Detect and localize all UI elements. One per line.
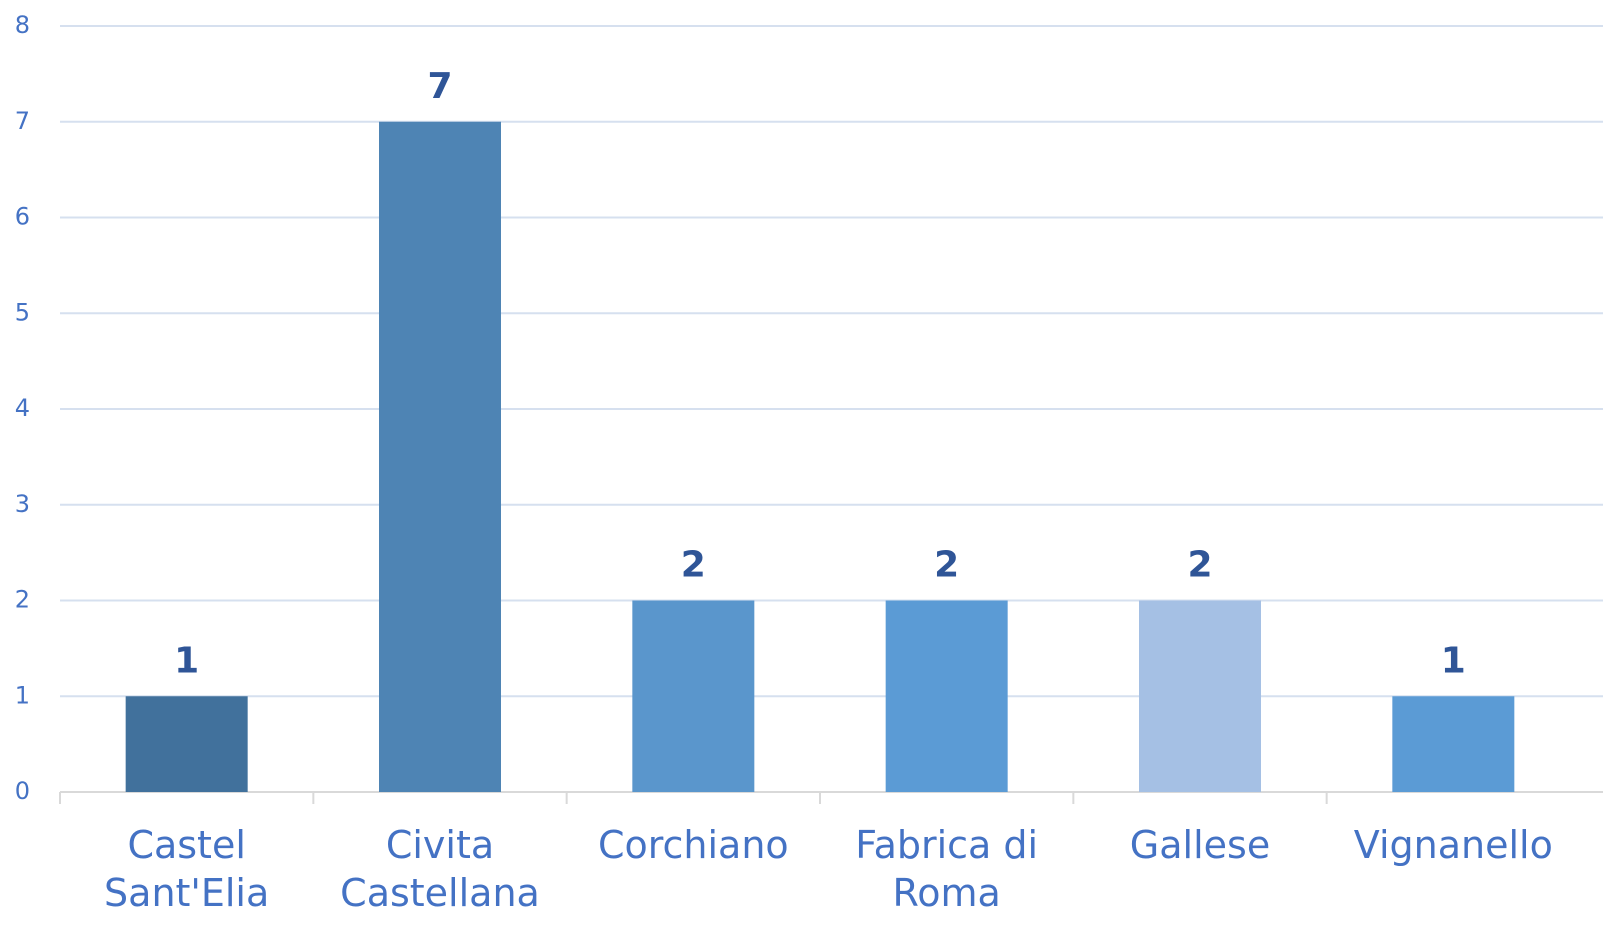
x-tick-label: Castel Sant'Elia — [104, 823, 269, 915]
value-label: 7 — [427, 66, 452, 107]
y-tick-label: 8 — [15, 11, 30, 39]
x-tick-label: Civita Castellana — [340, 823, 540, 915]
x-tick-label: Gallese — [1130, 823, 1270, 867]
x-tick-label-line: Civita — [386, 823, 494, 867]
x-tick-label: Corchiano — [598, 823, 789, 867]
bar — [1392, 696, 1515, 792]
y-tick-label: 4 — [15, 394, 30, 422]
y-tick-label: 7 — [15, 107, 30, 135]
y-tick-label: 5 — [15, 298, 30, 326]
y-tick-label: 6 — [15, 203, 30, 231]
y-tick-label: 0 — [15, 777, 30, 805]
x-tick-label-line: Castellana — [340, 871, 540, 915]
y-tick-label: 1 — [15, 681, 30, 709]
bar — [632, 600, 755, 792]
x-tick-label-line: Sant'Elia — [104, 871, 269, 915]
x-tick-label: Vignanello — [1354, 823, 1553, 867]
x-tick-label: Fabrica di Roma — [855, 823, 1038, 915]
bar — [379, 121, 501, 792]
y-tick-label: 2 — [15, 586, 30, 614]
value-label: 1 — [1441, 640, 1466, 681]
value-label: 2 — [934, 545, 959, 586]
bar — [125, 696, 248, 792]
value-label: 2 — [1187, 545, 1212, 586]
y-tick-label: 3 — [15, 490, 30, 518]
bar — [1139, 600, 1261, 792]
bar — [885, 600, 1008, 792]
x-tick-label-line: Castel — [127, 823, 245, 867]
value-label: 2 — [681, 545, 706, 586]
value-label: 1 — [174, 640, 199, 681]
x-tick-label-line: Roma — [893, 871, 1001, 915]
x-tick-label-line: Fabrica di — [855, 823, 1038, 867]
